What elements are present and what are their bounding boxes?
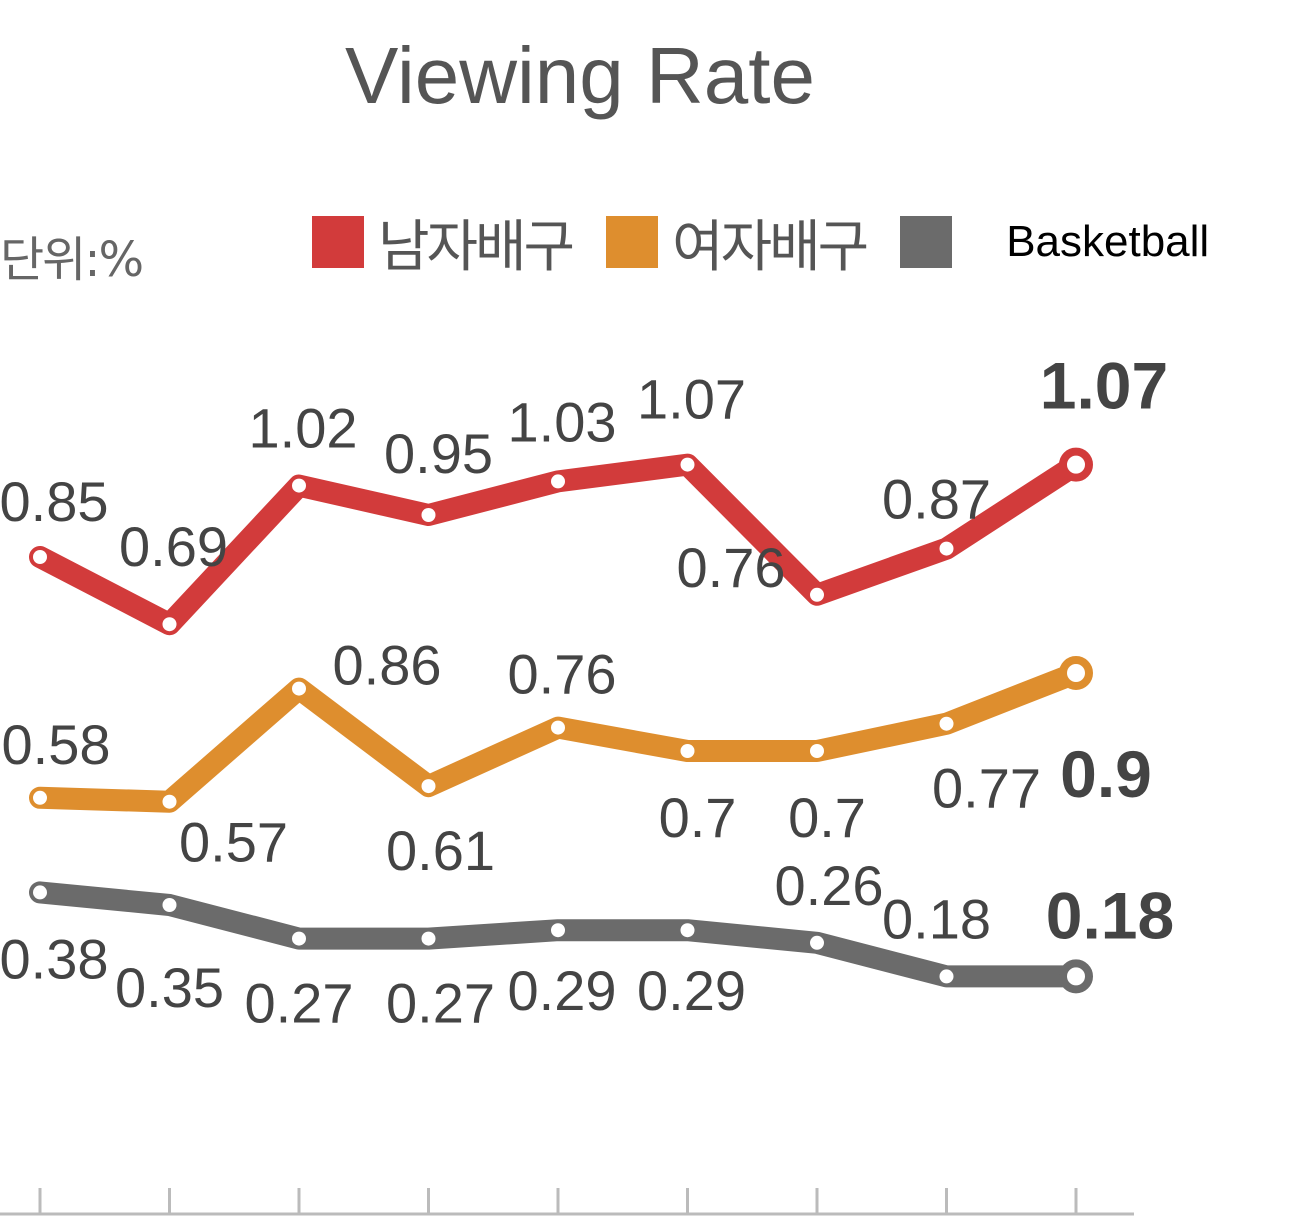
data-point-women-volleyball: [1059, 656, 1093, 690]
data-point-women-volleyball: [33, 790, 47, 805]
data-point-women-volleyball: [810, 744, 824, 758]
chart-title: Viewing Rate: [345, 31, 815, 120]
data-label-basketball: 0.26: [775, 854, 884, 917]
legend-label-basketball: Basketball: [1006, 217, 1210, 266]
data-label-men-volleyball: 1.03: [508, 390, 617, 453]
data-label-women-volleyball: 0.86: [333, 634, 442, 697]
data-point-basketball: [421, 931, 436, 946]
data-point-women-volleyball: [680, 744, 695, 758]
legend-swatch-men-volleyball: [312, 216, 364, 268]
data-point-basketball: [162, 898, 177, 912]
data-label-basketball: 0.18: [882, 887, 991, 950]
legend-swatch-women-volleyball: [606, 216, 659, 268]
data-label-women-volleyball: 0.57: [179, 811, 288, 874]
data-label-basketball: 0.27: [245, 972, 354, 1035]
data-point-women-volleyball: [939, 716, 954, 731]
data-point-basketball: [551, 923, 565, 938]
data-label-basketball: 0.18: [1046, 878, 1174, 952]
data-label-men-volleyball: 0.95: [384, 422, 493, 485]
data-point-men-volleyball: [680, 457, 695, 472]
data-point-men-volleyball: [421, 508, 436, 522]
data-label-women-volleyball: 0.61: [386, 819, 495, 882]
data-label-basketball: 0.38: [0, 927, 109, 990]
data-label-basketball: 0.29: [637, 959, 746, 1022]
data-point-women-volleyball: [292, 681, 306, 696]
data-label-men-volleyball: 0.69: [119, 515, 228, 578]
data-label-women-volleyball: 0.58: [2, 713, 111, 776]
data-point-men-volleyball: [1059, 447, 1093, 482]
data-point-basketball: [1059, 959, 1093, 994]
legend-item-men-volleyball: 남자배구: [312, 202, 575, 283]
data-label-men-volleyball: 1.02: [249, 397, 358, 460]
legend: 남자배구 여자배구 Basketball: [312, 212, 1209, 280]
data-label-basketball: 0.27: [386, 972, 495, 1035]
data-point-men-volleyball: [33, 550, 47, 564]
data-point-women-volleyball: [162, 794, 177, 809]
data-label-men-volleyball: 1.07: [1040, 349, 1168, 423]
unit-label: 단위:%: [0, 232, 144, 288]
x-axis: [0, 1188, 1134, 1216]
data-point-basketball: [292, 931, 306, 946]
data-label-women-volleyball: 0.7: [659, 786, 737, 849]
legend-item-basketball: Basketball: [900, 216, 1209, 268]
data-point-men-volleyball: [551, 474, 565, 489]
data-label-men-volleyball: 1.07: [637, 368, 746, 431]
data-label-women-volleyball: 0.9: [1060, 737, 1152, 811]
data-point-basketball: [680, 923, 695, 938]
data-label-women-volleyball: 0.77: [932, 757, 1041, 820]
data-point-women-volleyball: [551, 720, 565, 735]
data-point-basketball: [33, 885, 47, 900]
series-layer: [29, 447, 1093, 994]
legend-item-women-volleyball: 여자배구: [606, 202, 869, 283]
data-point-men-volleyball: [292, 478, 306, 493]
legend-label-men-volleyball: 남자배구: [378, 214, 575, 280]
data-label-men-volleyball: 0.76: [677, 536, 786, 599]
data-point-basketball: [810, 935, 824, 950]
data-point-women-volleyball: [421, 779, 436, 794]
data-label-basketball: 0.35: [115, 956, 224, 1019]
data-label-men-volleyball: 0.85: [0, 470, 109, 533]
data-labels: 0.850.69 1.02 0.951.03 1.07 0.76 0.87 1.07 0.58…: [0, 349, 1174, 1035]
data-label-women-volleyball: 0.7: [788, 786, 866, 849]
data-point-men-volleyball: [939, 541, 954, 556]
data-label-women-volleyball: 0.76: [508, 643, 617, 706]
legend-swatch-basketball: [900, 216, 953, 268]
data-point-basketball: [939, 969, 954, 984]
data-point-men-volleyball: [810, 587, 824, 602]
data-label-men-volleyball: 0.87: [882, 468, 991, 531]
data-point-men-volleyball: [162, 617, 177, 632]
legend-label-women-volleyball: 여자배구: [672, 214, 869, 280]
data-label-basketball: 0.29: [508, 959, 617, 1022]
